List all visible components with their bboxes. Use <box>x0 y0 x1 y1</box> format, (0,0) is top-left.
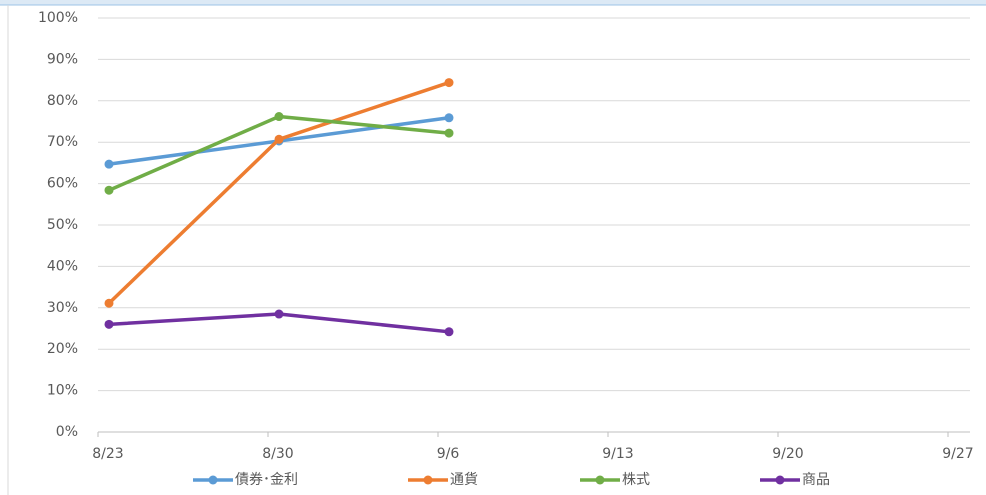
data-point <box>444 327 454 337</box>
legend-marker <box>595 475 605 485</box>
data-point <box>274 112 284 122</box>
data-point <box>444 78 454 88</box>
y-tick-label: 40% <box>47 258 78 274</box>
legend-label: 債券･金利 <box>235 472 298 488</box>
data-point <box>274 309 284 319</box>
legend-label: 商品 <box>802 472 830 488</box>
legend-label: 通貨 <box>450 471 478 488</box>
y-tick-label: 90% <box>47 51 78 67</box>
x-tick-label: 9/13 <box>602 446 633 462</box>
y-tick-label: 70% <box>47 134 78 150</box>
top-band <box>0 0 986 5</box>
x-tick-label: 8/30 <box>262 446 293 462</box>
y-tick-label: 20% <box>47 341 78 357</box>
y-tick-label: 100% <box>38 10 78 26</box>
y-tick-label: 50% <box>47 217 78 233</box>
x-tick-label: 9/27 <box>942 446 973 462</box>
x-tick-label: 8/23 <box>92 446 123 462</box>
y-tick-label: 80% <box>47 93 78 109</box>
y-tick-label: 10% <box>47 383 78 399</box>
legend-marker <box>423 475 433 485</box>
x-tick-label: 9/6 <box>437 446 460 462</box>
data-point <box>274 134 284 144</box>
legend-marker <box>775 475 785 485</box>
data-point <box>444 113 454 123</box>
data-point <box>104 159 114 169</box>
data-point <box>104 185 114 195</box>
y-tick-label: 60% <box>47 176 78 192</box>
x-tick-label: 9/20 <box>772 446 803 462</box>
legend-marker <box>208 475 218 485</box>
y-tick-label: 30% <box>47 300 78 316</box>
data-point <box>104 319 114 329</box>
series-line <box>108 114 450 192</box>
legend-label: 株式 <box>622 472 650 488</box>
data-point <box>444 128 454 138</box>
y-tick-label: 0% <box>56 424 78 440</box>
data-point <box>104 298 114 308</box>
